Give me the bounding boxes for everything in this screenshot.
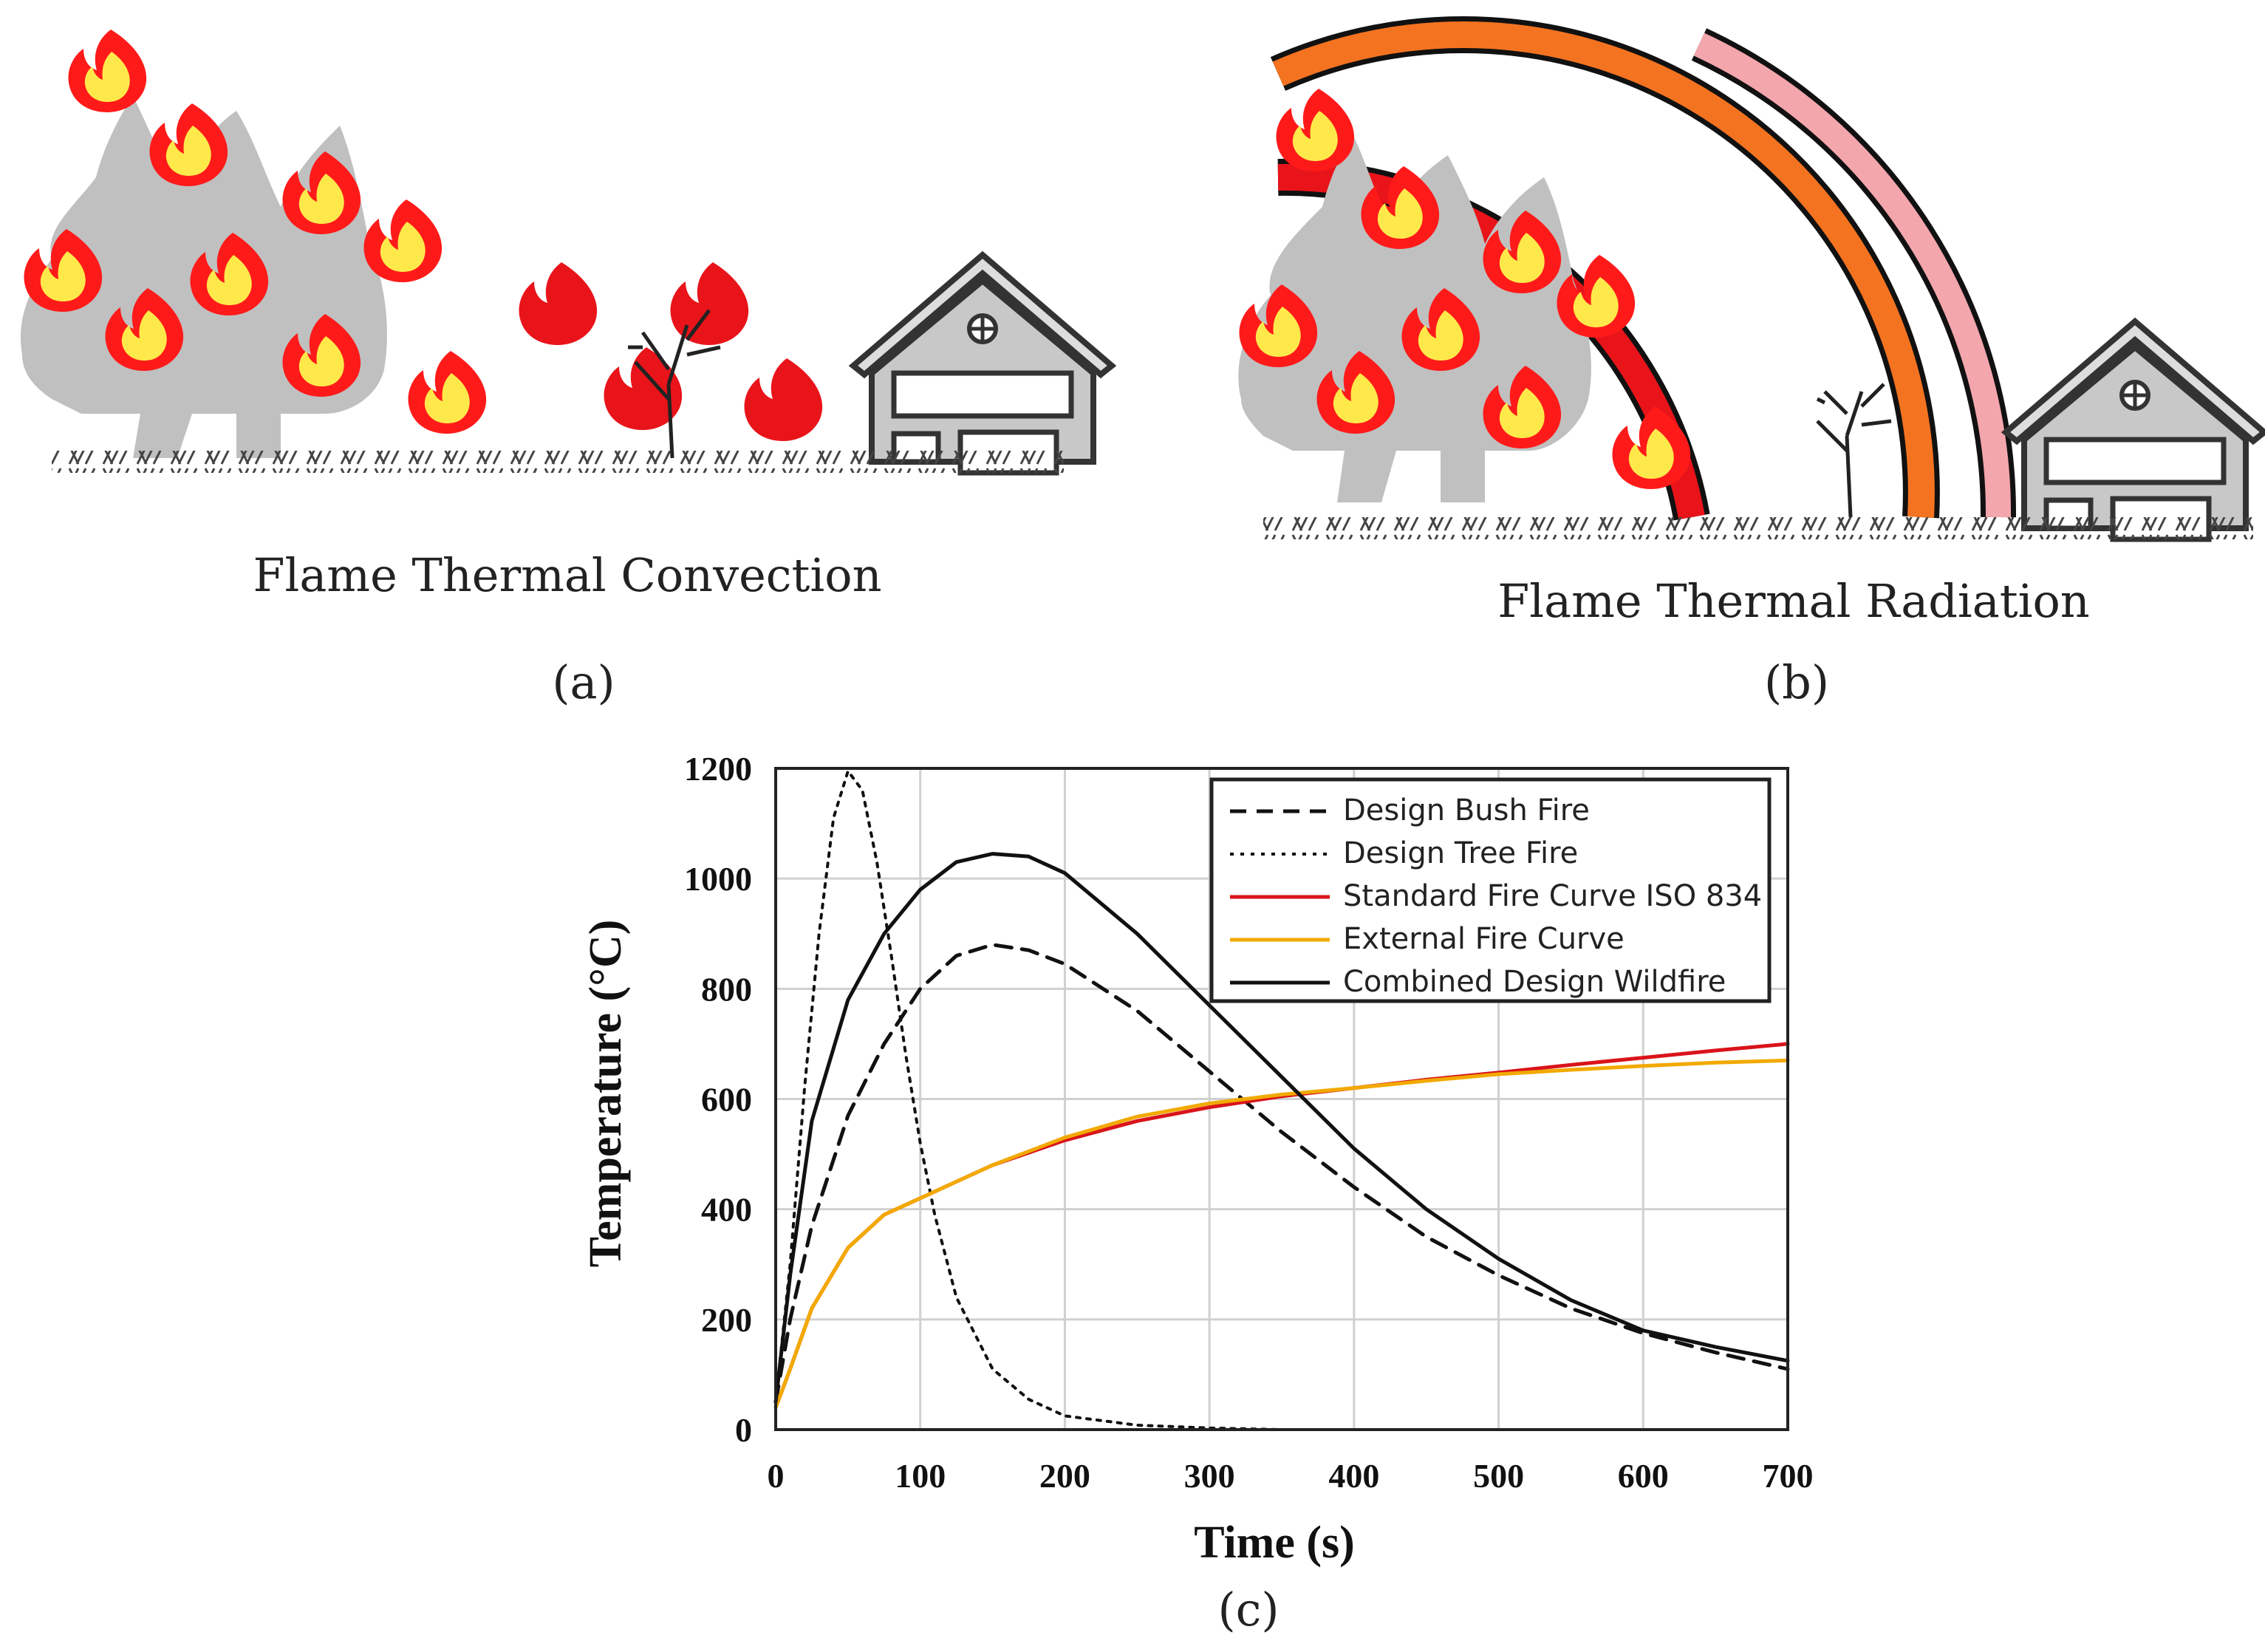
panel-b-label: (b): [1764, 655, 1829, 709]
legend-box: [1209, 777, 1772, 1003]
ground-a: [52, 451, 1064, 473]
panel-a-illustration: Flame Thermal Convection (a): [21, 30, 1112, 709]
panel-b-caption: Flame Thermal Radiation: [1497, 574, 2089, 628]
x-tick-label: 100: [895, 1457, 946, 1495]
legend-entry: Standard Fire Curve ISO 834: [1343, 879, 1762, 913]
panel-c-chart: 0 100 200 300 400 500 600 700 0 200 400 600 800 1000…: [581, 750, 1814, 1636]
legend-entry: Combined Design Wildfire: [1343, 965, 1726, 999]
panel-b-illustration: Flame Thermal Radiation (b): [1238, 16, 2264, 709]
y-tick-label: 1200: [684, 750, 752, 788]
y-tick-label: 600: [701, 1081, 752, 1119]
series-line: [773, 943, 1790, 1404]
panel-a-caption: Flame Thermal Convection: [253, 548, 881, 602]
x-tick-label: 200: [1039, 1457, 1090, 1495]
legend-entry: Design Bush Fire: [1343, 793, 1590, 827]
y-tick-label: 1000: [684, 860, 752, 898]
series-line: [773, 1058, 1790, 1410]
ground-b: [1263, 517, 2253, 539]
series-line: [774, 769, 1283, 1431]
x-tick-label: 700: [1763, 1457, 1814, 1495]
series-line: [773, 852, 1790, 1404]
panel-a-label: (a): [552, 655, 615, 709]
x-tick-label: 500: [1473, 1457, 1524, 1495]
y-tick-label: 0: [735, 1411, 752, 1449]
x-tick-labels: 0 100 200 300 400 500 600 700: [768, 1457, 1814, 1495]
bush-a: [628, 309, 721, 459]
chart-series: [773, 769, 1790, 1431]
legend-entry: External Fire Curve: [1343, 922, 1625, 956]
house-b: [2006, 321, 2264, 539]
legend-entry: Design Tree Fire: [1343, 836, 1578, 870]
plot-frame: [774, 767, 1789, 1431]
panel-c-label: (c): [1217, 1583, 1279, 1636]
legend: Design Bush Fire Design Tree Fire Standard…: [1209, 777, 1772, 1003]
x-tick-label: 600: [1618, 1457, 1669, 1495]
x-tick-label: 300: [1184, 1457, 1235, 1495]
y-tick-label: 800: [701, 970, 752, 1008]
y-tick-labels: 0 200 400 600 800 1000 1200: [684, 750, 752, 1449]
x-tick-label: 0: [768, 1457, 785, 1495]
bush-b: [1816, 383, 1892, 518]
y-tick-label: 400: [701, 1191, 752, 1229]
x-axis-label: Time (s): [1194, 1518, 1355, 1568]
y-axis-label: Temperature (°C): [581, 920, 631, 1268]
house-a: [853, 255, 1112, 473]
x-tick-label: 400: [1328, 1457, 1379, 1495]
y-tick-label: 200: [701, 1301, 752, 1339]
